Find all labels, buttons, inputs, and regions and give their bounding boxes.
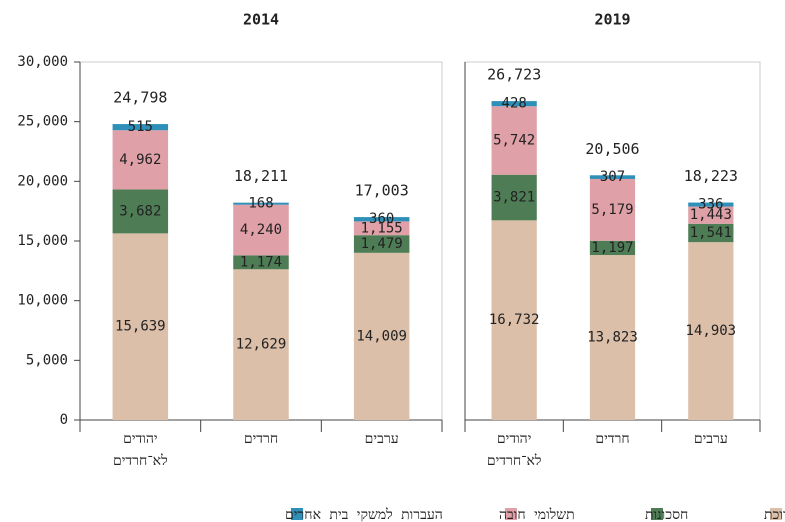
bar-segment <box>233 202 289 205</box>
legend-swatch <box>770 508 782 520</box>
value-label: 16,732 <box>489 312 540 328</box>
total-label: 20,506 <box>585 140 639 158</box>
value-label: 336 <box>698 197 723 213</box>
value-label: 12,629 <box>236 337 287 353</box>
bar-segment <box>589 240 636 256</box>
legend-label: העברות למשקי בית אחרים <box>285 507 443 522</box>
y-tick-label: 20,000 <box>17 173 68 189</box>
y-tick-label: 0 <box>60 412 68 428</box>
y-tick-label: 15,000 <box>17 233 68 249</box>
value-label: 1,197 <box>591 240 633 256</box>
x-tick-label: יהודים לא־חרדים <box>486 431 542 469</box>
y-tick-label: 25,000 <box>17 114 68 130</box>
value-label: 15,639 <box>115 319 166 335</box>
value-label: 3,682 <box>119 203 161 219</box>
total-label: 26,723 <box>487 66 541 84</box>
value-label: 1,443 <box>690 207 732 223</box>
bar-segment <box>112 124 169 131</box>
value-label: 3,821 <box>493 190 535 206</box>
x-tick-label: יהודים לא־חרדים <box>113 431 168 469</box>
value-label: 14,903 <box>686 323 737 339</box>
bar-segment <box>688 206 734 224</box>
bar-segment <box>233 204 289 256</box>
bar-segment <box>491 101 537 107</box>
y-tick-label: 5,000 <box>26 352 68 368</box>
bar-segment <box>112 233 169 420</box>
bar-segment <box>353 217 410 222</box>
value-label: 307 <box>600 169 625 185</box>
bar-segment <box>491 220 537 420</box>
value-label: 13,823 <box>587 330 638 346</box>
y-tick-label: 10,000 <box>17 293 68 309</box>
value-label: 4,962 <box>119 152 161 168</box>
bar-segment <box>491 106 537 175</box>
legend-label: הוצאות לתצרוכת <box>764 507 785 522</box>
value-label: 360 <box>369 211 394 227</box>
bar-segment <box>688 202 734 207</box>
bar-segment <box>353 235 410 253</box>
bar-segment <box>589 255 636 420</box>
bar-segment <box>688 242 734 420</box>
panel-title: 2014 <box>243 11 279 29</box>
panel-title: 2019 <box>594 11 630 29</box>
value-label: 1,155 <box>361 220 403 236</box>
legend-swatch <box>291 508 303 520</box>
bar-segment <box>688 223 734 243</box>
bar-segment <box>112 189 169 234</box>
bar-segment <box>112 130 169 190</box>
bar-segment <box>491 174 537 221</box>
x-tick-label: ערבים <box>693 431 728 447</box>
bar-segment <box>353 221 410 236</box>
total-label: 17,003 <box>355 182 409 200</box>
value-label: 14,009 <box>356 328 407 344</box>
value-label: 168 <box>248 196 273 212</box>
bar-segment <box>233 269 289 420</box>
legend-swatch <box>651 508 663 520</box>
bar-segment <box>589 178 636 241</box>
value-label: 5,742 <box>493 132 535 148</box>
value-label: 428 <box>502 96 527 112</box>
total-label: 18,211 <box>234 167 288 185</box>
value-label: 1,541 <box>690 225 732 241</box>
bar-segment <box>233 255 289 270</box>
bar-segment <box>353 252 410 420</box>
total-label: 24,798 <box>113 89 167 107</box>
value-label: 515 <box>128 119 153 135</box>
legend-label: חסכונות <box>645 507 688 522</box>
value-label: 1,174 <box>240 254 282 270</box>
x-tick-label: ערבים <box>364 431 399 447</box>
legend-swatch <box>505 508 517 520</box>
bar-segment <box>589 175 636 179</box>
value-label: 5,179 <box>591 202 633 218</box>
value-label: 4,240 <box>240 222 282 238</box>
legend-label: תשלומי חובה <box>499 507 575 522</box>
x-tick-label: חרדים <box>595 431 630 447</box>
total-label: 18,223 <box>684 167 738 185</box>
y-tick-label: 30,000 <box>17 54 68 70</box>
x-tick-label: חרדים <box>243 431 279 447</box>
value-label: 1,479 <box>361 236 403 252</box>
